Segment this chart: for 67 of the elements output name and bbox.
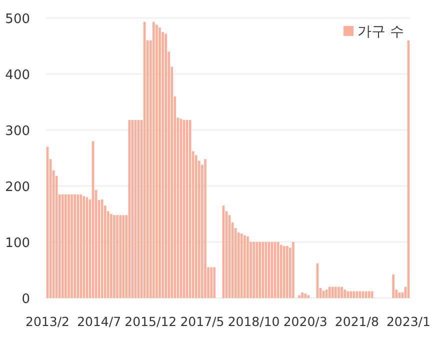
bar — [307, 295, 310, 298]
y-tick-label: 100 — [5, 236, 30, 251]
bar — [110, 214, 112, 298]
bar — [244, 235, 246, 298]
x-tick-label: 2023/1 — [386, 314, 430, 329]
bar — [68, 194, 70, 298]
bar — [282, 246, 286, 298]
bar — [350, 291, 352, 298]
x-tick-label: 2014/7 — [77, 314, 122, 329]
bar — [256, 242, 258, 298]
x-tick-label: 2020/3 — [283, 314, 328, 329]
bar — [158, 28, 161, 298]
bar — [304, 294, 307, 298]
bar — [164, 34, 167, 298]
bar — [119, 215, 122, 298]
bar — [328, 286, 331, 298]
bar — [340, 286, 343, 298]
bar — [286, 246, 288, 298]
bar — [122, 215, 125, 298]
x-tick-label: 2015/12 — [124, 314, 177, 329]
bar — [76, 194, 80, 298]
bar — [301, 292, 304, 298]
bar — [292, 242, 294, 298]
legend-label: 가구 수 — [358, 24, 404, 40]
bar — [246, 236, 249, 298]
bar — [398, 292, 401, 298]
bar — [262, 242, 264, 298]
x-tick-label: 2021/8 — [334, 314, 379, 329]
y-tick-label: 0 — [22, 292, 30, 307]
bar — [237, 232, 240, 298]
bar — [325, 290, 328, 298]
bar — [331, 286, 334, 298]
bar — [240, 234, 243, 298]
bar — [194, 155, 198, 298]
bar — [280, 244, 282, 298]
bar — [188, 120, 192, 298]
bar — [346, 291, 349, 298]
bar — [370, 291, 374, 298]
y-tick-label: 400 — [5, 68, 30, 83]
y-tick-label: 300 — [5, 124, 30, 139]
bar — [204, 159, 206, 298]
bar — [213, 267, 216, 298]
bar — [156, 24, 158, 298]
bar — [344, 290, 346, 298]
bar — [338, 286, 340, 298]
bar — [210, 267, 212, 298]
bar — [334, 286, 337, 298]
bar — [62, 194, 64, 298]
bar — [100, 199, 104, 298]
bar — [252, 242, 255, 298]
x-tick-label: 2018/10 — [228, 314, 280, 329]
bar — [152, 22, 155, 298]
bar — [298, 295, 300, 298]
bar — [116, 215, 118, 298]
bar — [143, 22, 146, 298]
bar — [392, 274, 394, 298]
bar — [74, 194, 76, 298]
bar — [113, 215, 116, 298]
bar — [352, 291, 356, 298]
y-tick-label: 200 — [5, 180, 30, 195]
y-tick-label: 500 — [5, 12, 30, 27]
bar — [80, 194, 82, 298]
x-tick-label: 2017/5 — [180, 314, 224, 329]
bar — [70, 194, 73, 298]
bar — [258, 242, 262, 298]
bar — [64, 194, 67, 298]
x-tick-label: 2013/2 — [26, 314, 70, 329]
